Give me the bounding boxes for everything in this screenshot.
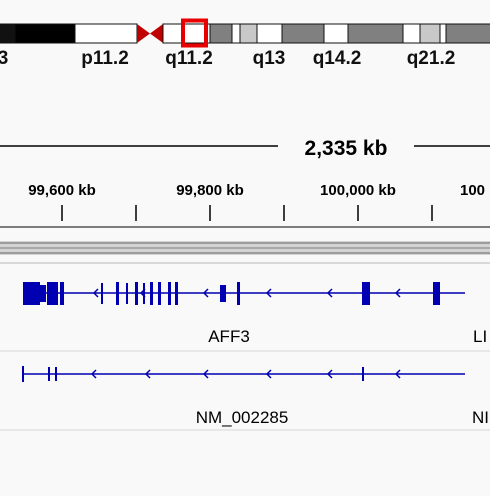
transcript-track[interactable]: NM_002285 NI	[22, 366, 489, 427]
exon	[150, 282, 153, 305]
gene-feature-aff3[interactable]	[23, 282, 465, 305]
exon	[126, 283, 128, 304]
gene-label: AFF3	[208, 327, 250, 346]
exon	[55, 367, 57, 381]
cytoband	[402, 23, 421, 44]
strand-arrows	[92, 288, 401, 298]
exon	[168, 282, 171, 305]
exon	[362, 367, 364, 381]
exon	[220, 285, 226, 302]
cytoband	[231, 23, 241, 44]
exon	[237, 282, 240, 305]
tick-label: 100	[460, 182, 485, 199]
exon	[116, 282, 119, 305]
exon	[60, 282, 64, 305]
cytoband	[419, 23, 441, 44]
ruler[interactable]: 2,335 kb 99,600 kb 99,800 kb 100,000 kb …	[0, 137, 490, 228]
strand-arrows	[90, 369, 401, 379]
cytoband	[74, 23, 138, 44]
band-label: p11.2	[81, 48, 129, 69]
cytoband	[0, 23, 16, 44]
band-label: 3	[0, 48, 8, 69]
ruler-ticks	[61, 205, 433, 221]
transcript-exons	[22, 366, 364, 382]
tick-label: 99,800 kb	[176, 182, 244, 199]
span-label: 2,335 kb	[305, 137, 388, 160]
cytoband	[445, 23, 490, 44]
band-label: q11.2	[165, 48, 213, 69]
exon	[48, 367, 50, 381]
exon	[362, 282, 370, 305]
panel-divider[interactable]	[0, 241, 490, 264]
gene-label-edge: LI	[473, 327, 487, 346]
divider-gap	[0, 256, 490, 260]
cytoband	[239, 23, 258, 44]
cytoband	[256, 23, 283, 44]
band-label: q13	[253, 48, 286, 69]
band-label: q21.2	[407, 48, 456, 69]
cytoband	[439, 23, 447, 44]
exon	[135, 282, 138, 305]
cytoband	[323, 23, 349, 44]
tick-label: 99,600 kb	[28, 182, 96, 199]
exon	[101, 283, 103, 304]
exon	[433, 282, 440, 305]
exon	[175, 282, 178, 305]
chromosome-ideogram[interactable]	[0, 18, 490, 48]
exon	[143, 283, 145, 304]
cytoband	[14, 23, 76, 44]
current-region-box[interactable]	[181, 18, 208, 48]
cytoband	[209, 23, 233, 44]
cytoband	[162, 23, 211, 44]
exon	[47, 282, 58, 305]
centromere-q-arm	[150, 24, 163, 43]
centromere-p-arm	[137, 24, 150, 43]
band-labels: 3 p11.2 q11.2 q13 q14.2 q21.2	[0, 48, 455, 69]
cytoband	[281, 23, 325, 44]
exon	[40, 285, 46, 302]
gene-exons	[23, 282, 440, 305]
cytoband	[347, 23, 404, 44]
exon	[158, 282, 161, 305]
transcript-label-edge: NI	[472, 408, 489, 427]
exon	[23, 282, 40, 305]
exon	[22, 366, 24, 382]
gene-track[interactable]: AFF3 LI	[23, 282, 487, 346]
transcript-feature-nm-002285[interactable]	[22, 366, 465, 382]
tick-label: 100,000 kb	[320, 182, 396, 199]
band-label: q14.2	[313, 48, 362, 69]
transcript-label: NM_002285	[196, 408, 289, 427]
